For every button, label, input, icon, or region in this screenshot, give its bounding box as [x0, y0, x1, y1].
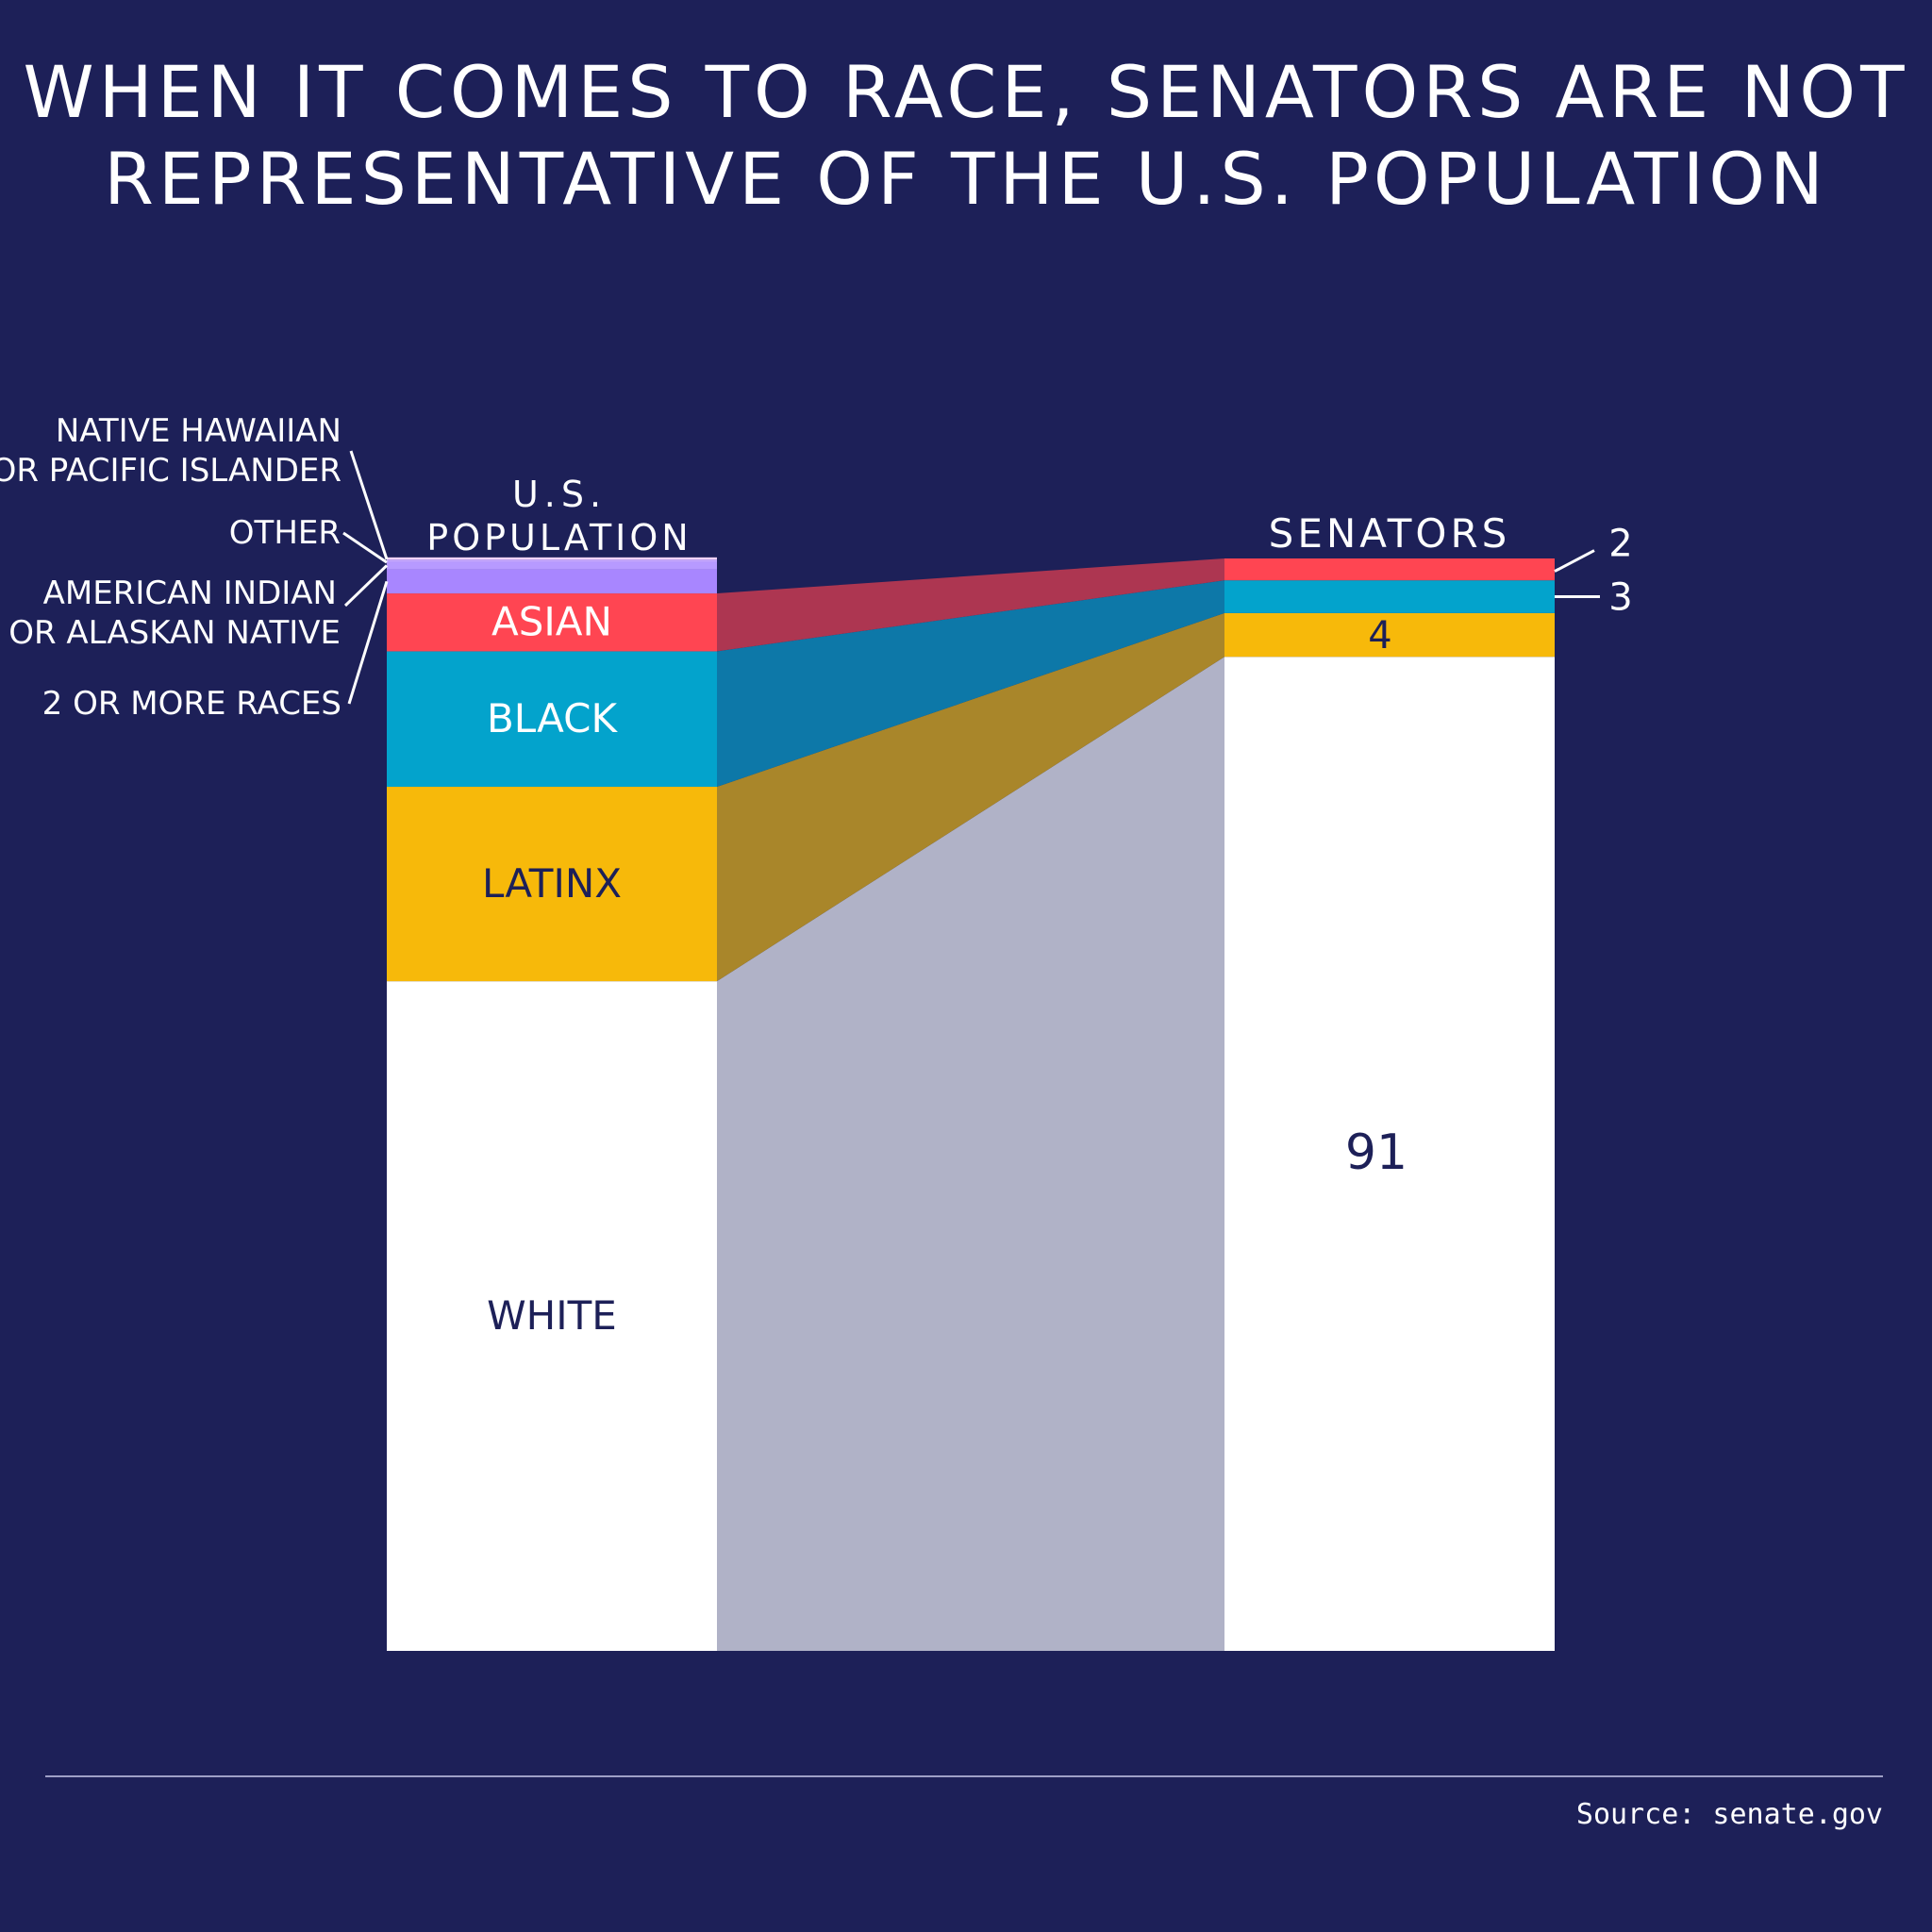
category-label-us: U.S. [512, 474, 607, 515]
senators-bar-black [1224, 580, 1555, 613]
senators-bar-asian [1224, 558, 1555, 581]
senators-bar-white [1224, 657, 1555, 1651]
chart-title-line-1: WHEN IT COMES TO RACE, SENATORS ARE NOT [23, 50, 1909, 134]
senators-value-black: 3 [1608, 576, 1632, 620]
chart-title-line-2: REPRESENTATIVE OF THE U.S. POPULATION [104, 137, 1828, 221]
callout-leader-2 [343, 564, 389, 608]
senators-bar-latinx [1224, 612, 1555, 658]
callout-2-line-0: AMERICAN INDIAN [43, 575, 337, 612]
callout-0-line-1: OR PACIFIC ISLANDER [0, 452, 341, 490]
population-label-white: WHITE [487, 1292, 617, 1339]
population-bar-other [387, 559, 717, 562]
population-bar-asian [387, 593, 717, 652]
population-bar-2-or-more-races [387, 569, 717, 594]
flow-asian [717, 558, 1224, 652]
callout-3-line-0: 2 OR MORE RACES [42, 685, 341, 723]
population-bar-native-hawaiian-or-pacific-islander [387, 557, 717, 560]
source-note: Source: senate.gov [1575, 1798, 1883, 1831]
callout-2-line-1: OR ALASKAN NATIVE [8, 614, 341, 652]
leader-line-asian [1554, 549, 1595, 573]
flow-black [717, 580, 1224, 788]
population-bar-latinx [387, 787, 717, 982]
population-bar-american-indian-or-alaskan-native [387, 561, 717, 570]
callout-0-line-0: NATIVE HAWAIIAN [56, 412, 341, 450]
senators-value-white: 91 [1345, 1124, 1407, 1181]
population-label-latinx: LATINX [482, 860, 622, 907]
category-label-population: POPULATION [426, 517, 691, 558]
callout-leader-3 [347, 580, 389, 705]
population-bar-white [387, 981, 717, 1651]
callout-leader-1 [342, 531, 388, 564]
population-bar-black [387, 651, 717, 788]
footer-divider [45, 1775, 1883, 1777]
callout-leader-0 [349, 450, 389, 560]
flow-latinx [717, 612, 1224, 982]
category-label-senators: SENATORS [1269, 510, 1511, 557]
senators-value-asian: 2 [1608, 523, 1632, 566]
flow-white [717, 657, 1224, 1651]
population-label-black: BLACK [487, 695, 618, 741]
chart-title: WHEN IT COMES TO RACE, SENATORS ARE NOT … [0, 49, 1932, 223]
senators-value-latinx: 4 [1368, 614, 1391, 658]
population-label-asian: ASIAN [491, 599, 612, 645]
callout-1-line-0: OTHER [229, 514, 341, 552]
